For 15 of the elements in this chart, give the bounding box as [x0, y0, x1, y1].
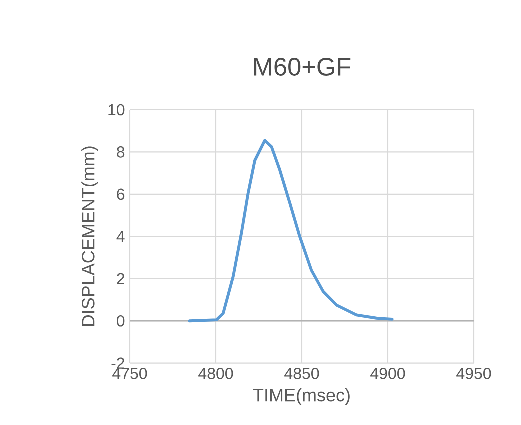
chart-title: M60+GF — [254, 58, 351, 76]
y-tick-label: 6 — [117, 188, 125, 200]
y-tick-label: 0 — [117, 315, 125, 327]
y-tick-label: 10 — [108, 104, 125, 116]
x-tick-label: 4750 — [112, 368, 148, 380]
y-tick-label: 8 — [117, 146, 125, 158]
x-axis-title: TIME(msec) — [253, 388, 350, 406]
x-tick-label: 4900 — [370, 368, 406, 380]
y-tick-label: 4 — [116, 231, 125, 242]
x-tick-label: 4800 — [198, 368, 234, 380]
y-tick-label: 2 — [117, 273, 124, 284]
line-series — [188, 139, 394, 323]
x-tick-label: 4950 — [456, 368, 492, 380]
x-tick-label: 4850 — [284, 368, 320, 380]
y-axis-title: DISPLACEMENT(mm) — [82, 146, 98, 326]
